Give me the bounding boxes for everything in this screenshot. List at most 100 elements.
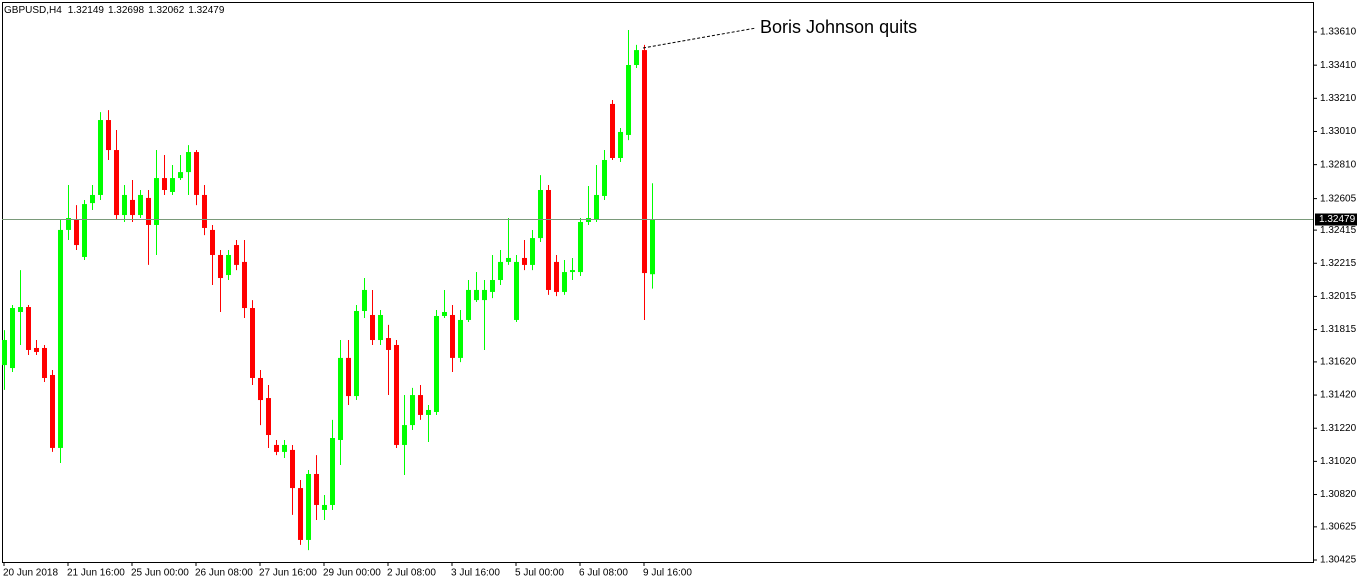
candle-body (466, 289, 471, 320)
candle-body (162, 178, 167, 190)
y-tick-label: 1.30625 (1320, 521, 1357, 532)
x-tick-label: 6 Jul 08:00 (579, 568, 628, 579)
candle-body (410, 395, 415, 426)
candle-body (618, 131, 623, 158)
candle-body (594, 194, 599, 220)
current-price-label: 1.32479 (1319, 214, 1356, 225)
quote-high: 1.32698 (108, 5, 145, 16)
y-tick-label: 1.31620 (1320, 357, 1357, 368)
candle-body (186, 152, 191, 173)
candle-body (650, 219, 655, 275)
candle-body (50, 375, 55, 448)
candle-body (290, 449, 295, 489)
candle-body (106, 120, 111, 151)
x-tick-label: 9 Jul 16:00 (643, 568, 692, 579)
candle-body (10, 308, 15, 369)
candle-body (602, 159, 607, 196)
candle-body (250, 308, 255, 378)
annotation: Boris Johnson quits (760, 17, 917, 37)
candle-body (338, 357, 343, 440)
candle-body (634, 50, 639, 65)
candle-body (298, 488, 303, 540)
annotation-leader (642, 27, 757, 49)
y-tick-label: 1.32015 (1320, 291, 1357, 302)
x-tick-label: 29 Jun 00:00 (323, 568, 381, 579)
y-tick-label: 1.33210 (1320, 93, 1357, 104)
candle-body (474, 289, 479, 301)
candle-body (130, 199, 135, 216)
candle-body (138, 194, 143, 216)
y-tick-label: 1.32215 (1320, 258, 1357, 269)
candle-body (498, 261, 503, 281)
y-tick-label: 1.32415 (1320, 225, 1357, 236)
current-price-box (1315, 213, 1357, 226)
candle-body (610, 103, 615, 158)
y-tick-label: 1.31815 (1320, 324, 1357, 335)
y-tick-label: 1.30425 (1320, 555, 1357, 566)
candle-body (506, 257, 511, 262)
candle-body (242, 261, 247, 309)
candle-body (626, 64, 631, 135)
candle-body (450, 314, 455, 358)
y-tick-label: 1.30820 (1320, 489, 1357, 500)
x-tick-label: 2 Jul 08:00 (387, 568, 436, 579)
candle-body (90, 194, 95, 204)
candle-body (18, 307, 23, 313)
candle-body (306, 473, 311, 540)
candle-body (394, 344, 399, 445)
candle-body (98, 120, 103, 195)
candle-body (330, 437, 335, 505)
candle-body (570, 270, 575, 273)
candle-body (218, 254, 223, 279)
symbol: GBPUSD,H4 (4, 5, 62, 16)
candle-body (562, 272, 567, 292)
candle-body (74, 219, 79, 246)
x-tick-label: 3 Jul 16:00 (451, 568, 500, 579)
candle-body (66, 218, 71, 230)
candle-body (274, 444, 279, 452)
x-tick-label: 25 Jun 00:00 (131, 568, 189, 579)
candle-body (234, 245, 239, 265)
candle-body (530, 238, 535, 265)
y-tick-label: 1.33610 (1320, 27, 1357, 38)
candle-body (26, 307, 31, 350)
candle-body (522, 257, 527, 265)
candle-body (434, 315, 439, 412)
candle-body (170, 178, 175, 192)
candle-body (538, 189, 543, 239)
candle-body (194, 152, 199, 195)
quote-low: 1.32062 (148, 5, 185, 16)
candle-body (642, 50, 647, 274)
candle-body (82, 204, 87, 257)
candle-body (202, 194, 207, 228)
x-tick-label: 5 Jul 00:00 (515, 568, 564, 579)
candle-body (354, 311, 359, 397)
candle-body (266, 398, 271, 436)
candle-body (322, 504, 327, 510)
y-tick-label: 1.31420 (1320, 390, 1357, 401)
x-tick-label: 27 Jun 16:00 (259, 568, 317, 579)
candle-body (346, 357, 351, 397)
candle-body (42, 347, 47, 378)
candle-body (2, 340, 7, 366)
y-tick-label: 1.32810 (1320, 159, 1357, 170)
x-tick-label: 20 Jun 2018 (3, 568, 58, 579)
candle-body (418, 395, 423, 415)
quote-open: 1.32149 (68, 5, 105, 16)
candle-body (442, 312, 447, 316)
candle-body (514, 261, 519, 320)
y-tick-label: 1.31020 (1320, 456, 1357, 467)
candle-body (314, 473, 319, 505)
candle-body (146, 197, 151, 225)
quote-close: 1.32479 (188, 5, 225, 16)
candle-body (490, 280, 495, 292)
candle-body (154, 178, 159, 225)
candle-body (34, 347, 39, 352)
x-tick-label: 21 Jun 16:00 (67, 568, 125, 579)
candle-body (378, 314, 383, 341)
candle-body (178, 172, 183, 179)
candle-body (362, 289, 367, 312)
candle-body (482, 289, 487, 301)
candle-body (210, 229, 215, 255)
